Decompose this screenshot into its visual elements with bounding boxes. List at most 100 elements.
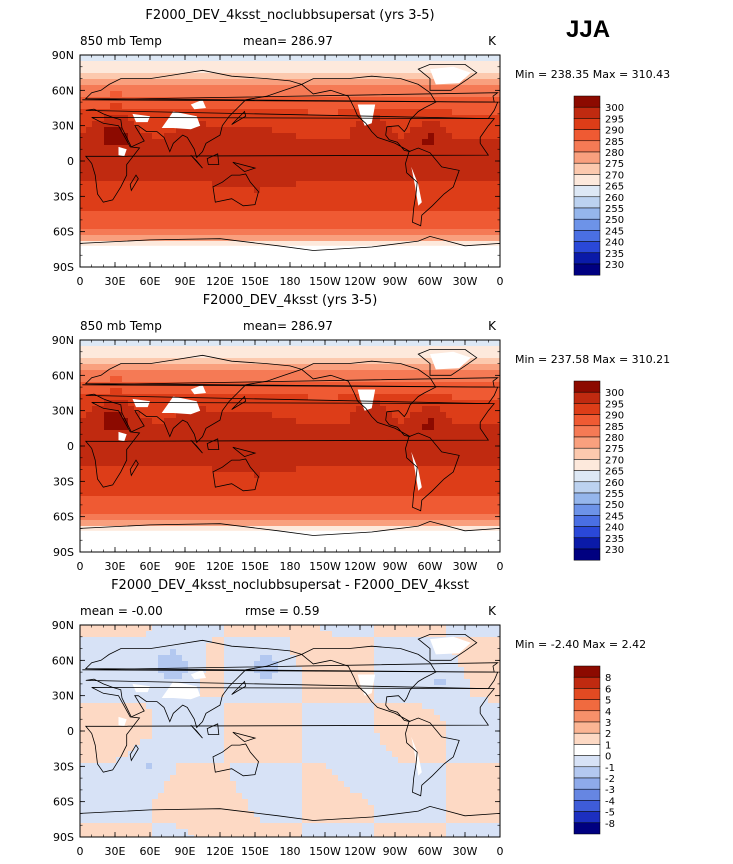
colorbar-label: 260 xyxy=(605,193,624,204)
y-tick-label: 90S xyxy=(53,261,74,274)
x-tick-label: 60E xyxy=(140,560,161,573)
colorbar-swatch xyxy=(573,548,601,561)
terrain-mask xyxy=(357,389,376,411)
x-tick-label: 150E xyxy=(241,845,269,858)
colorbar-label: 290 xyxy=(605,411,624,422)
colorbar-label: 255 xyxy=(605,204,624,215)
colorbar-swatch xyxy=(573,129,601,142)
coastline xyxy=(232,161,257,173)
terrain-mask xyxy=(132,683,150,693)
y-tick-label: 30N xyxy=(52,120,74,133)
coastline xyxy=(84,117,496,203)
coastline xyxy=(417,64,478,91)
colorbar-swatch xyxy=(573,676,601,689)
colorbar-swatch xyxy=(573,162,601,175)
y-tick-label: 60N xyxy=(52,84,74,97)
colorbar-swatch xyxy=(573,230,601,242)
colorbar-swatch xyxy=(573,380,601,393)
x-tick-label: 30W xyxy=(453,845,478,858)
colorbar-label: 245 xyxy=(605,511,624,522)
x-tick-label: 120E xyxy=(206,845,234,858)
colorbar-label: 255 xyxy=(605,489,624,500)
y-tick-label: 90S xyxy=(53,831,74,844)
x-tick-label: 120W xyxy=(344,560,376,573)
coastline xyxy=(212,173,259,207)
coastline xyxy=(84,639,499,729)
colorbar-swatch xyxy=(573,777,601,790)
colorbar-swatch xyxy=(573,688,601,700)
colorbar-label: 300 xyxy=(605,388,624,399)
x-tick-label: 90E xyxy=(175,275,196,288)
contour-field xyxy=(80,55,500,267)
colorbar-label: 8 xyxy=(605,673,611,684)
terrain-mask xyxy=(190,669,206,680)
chart-panel-3: F2000_DEV_4ksst_noclubbsupersat - F2000_… xyxy=(52,578,646,858)
colorbar-label: 265 xyxy=(605,182,624,193)
colorbar-label: 235 xyxy=(605,249,624,260)
x-tick-label: 120E xyxy=(206,275,234,288)
colorbar-label: 230 xyxy=(605,260,624,271)
colorbar-swatch xyxy=(573,391,601,404)
colorbar-swatch xyxy=(573,95,601,108)
coastline xyxy=(82,377,499,388)
coastline xyxy=(231,395,247,410)
panel-units-label: K xyxy=(488,319,497,333)
coastline xyxy=(84,354,499,444)
colorbar: 3002952902852802752702652602552502452402… xyxy=(573,380,624,561)
colorbar-label: 275 xyxy=(605,444,624,455)
colorbar-swatch xyxy=(573,822,601,835)
panel-min-max: Min = -2.40 Max = 2.42 xyxy=(515,638,646,651)
colorbar-swatch xyxy=(573,106,601,119)
x-tick-label: 30E xyxy=(105,275,126,288)
colorbar-swatch xyxy=(573,470,601,483)
colorbar-swatch xyxy=(573,732,601,745)
colorbar-label: -1 xyxy=(605,763,615,774)
x-tick-label: 90E xyxy=(175,845,196,858)
x-tick-label: 90W xyxy=(383,560,408,573)
coastline xyxy=(231,110,247,125)
terrain-mask xyxy=(190,99,206,110)
colorbar-swatch xyxy=(573,263,601,276)
x-tick-label: 150W xyxy=(309,275,341,288)
x-tick-label: 120E xyxy=(206,560,234,573)
coastline xyxy=(80,805,500,837)
colorbar-label: 5 xyxy=(605,696,611,707)
colorbar-label: 295 xyxy=(605,114,624,125)
terrain-mask xyxy=(357,674,376,696)
colorbar: 3002952902852802752702652602552502452402… xyxy=(573,95,624,276)
panel-title: F2000_DEV_4ksst_noclubbsupersat - F2000_… xyxy=(111,578,469,593)
colorbar-label: -8 xyxy=(605,819,615,830)
x-tick-label: 150E xyxy=(241,560,269,573)
colorbar-swatch xyxy=(573,515,601,527)
colorbar-swatch xyxy=(573,537,601,550)
x-tick-label: 180 xyxy=(280,275,301,288)
colorbar-label: -2 xyxy=(605,774,615,785)
coastline xyxy=(84,401,496,488)
coastline xyxy=(80,520,500,552)
panel-min-max: Min = 238.35 Max = 310.43 xyxy=(515,68,670,81)
coastline xyxy=(190,439,203,454)
panel-units-label: K xyxy=(488,34,497,48)
colorbar-label: 285 xyxy=(605,137,624,148)
x-tick-label: 0 xyxy=(77,560,84,573)
colorbar-label: 2 xyxy=(605,729,611,740)
x-tick-label: 0 xyxy=(497,845,504,858)
colorbar-swatch xyxy=(573,788,601,801)
chart-panel-2: F2000_DEV_4ksst (yrs 3-5) 850 mb Temp mean… xyxy=(52,293,670,573)
colorbar-label: 235 xyxy=(605,534,624,545)
coastline xyxy=(212,458,259,492)
x-tick-label: 30E xyxy=(105,560,126,573)
colorbar-label: 1 xyxy=(605,740,611,751)
x-tick-label: 0 xyxy=(77,275,84,288)
coastline xyxy=(206,723,220,735)
y-tick-label: 30S xyxy=(53,190,74,203)
panel-title: F2000_DEV_4ksst_noclubbsupersat (yrs 3-5… xyxy=(145,8,434,23)
coastline xyxy=(300,75,437,152)
panel-units-label: K xyxy=(488,604,497,618)
colorbar-swatch xyxy=(573,744,601,756)
colorbar-label: 240 xyxy=(605,238,624,249)
colorbar-swatch xyxy=(573,196,601,209)
terrain-mask xyxy=(118,431,127,442)
